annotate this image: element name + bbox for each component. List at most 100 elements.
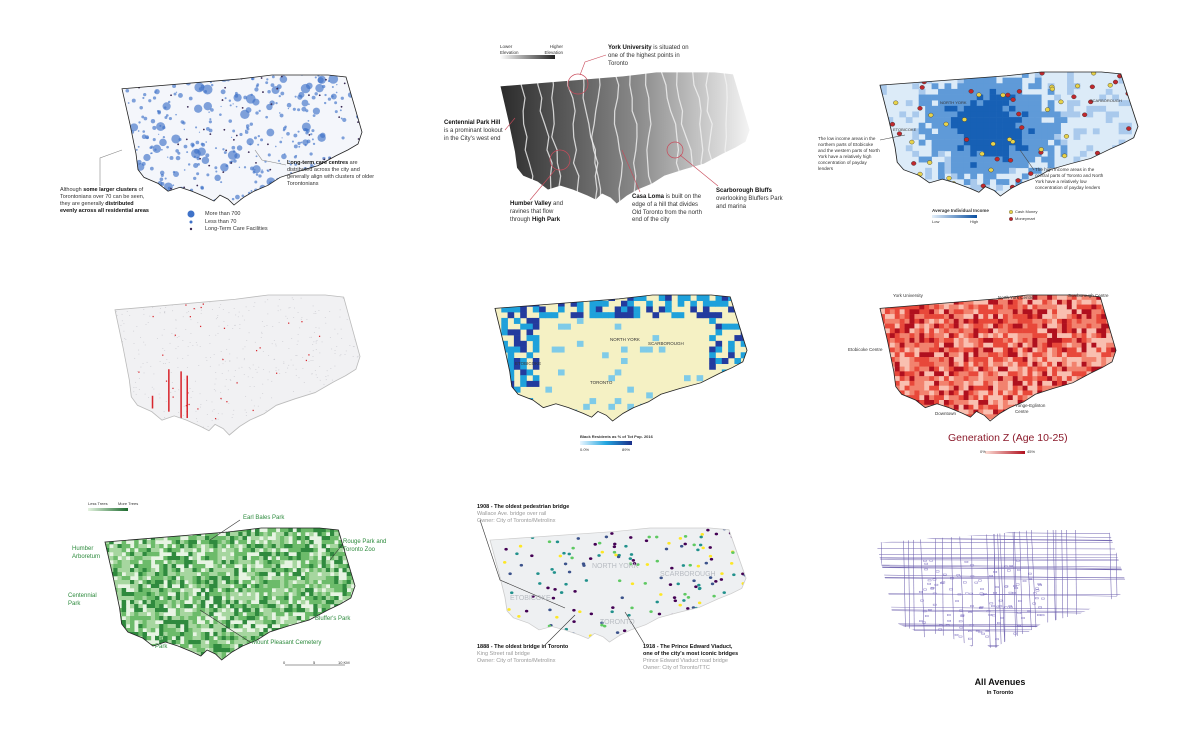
area <box>209 556 214 561</box>
area <box>121 652 127 657</box>
area <box>919 333 925 339</box>
cluster-dot <box>160 148 163 151</box>
area <box>993 376 999 382</box>
area <box>1047 414 1053 420</box>
speck <box>308 361 310 363</box>
area <box>958 295 964 301</box>
speck <box>253 306 255 307</box>
area <box>263 564 268 569</box>
cluster-dot <box>260 170 264 174</box>
area <box>1086 328 1092 334</box>
area <box>909 347 915 353</box>
area <box>943 380 950 386</box>
area <box>1027 295 1033 301</box>
area <box>330 568 335 573</box>
area <box>1022 385 1028 391</box>
area <box>209 644 214 649</box>
speck <box>159 308 161 309</box>
area <box>134 648 139 653</box>
area <box>929 419 935 422</box>
area <box>740 380 747 387</box>
red-spot <box>189 316 191 318</box>
red-strip <box>151 395 154 409</box>
bridge-dot <box>694 585 698 589</box>
area <box>1007 318 1014 324</box>
bridge-dot <box>722 591 726 595</box>
lender <box>1126 126 1132 131</box>
cluster-dot <box>160 202 164 206</box>
area <box>914 347 920 353</box>
area <box>338 584 343 589</box>
avenue-block <box>920 599 924 602</box>
area <box>267 600 272 605</box>
speck <box>227 325 229 327</box>
area <box>880 295 886 301</box>
area <box>205 568 210 573</box>
area <box>1066 419 1073 422</box>
area <box>1071 337 1077 344</box>
area <box>138 568 143 573</box>
area <box>1081 347 1087 353</box>
area <box>217 540 222 545</box>
area <box>246 588 252 593</box>
area <box>957 167 965 174</box>
area <box>188 552 193 557</box>
area <box>234 624 239 629</box>
area <box>180 544 185 549</box>
area <box>1047 304 1053 310</box>
area <box>958 385 964 391</box>
facility-dot <box>260 77 263 79</box>
area <box>993 352 999 358</box>
area <box>532 415 540 422</box>
area <box>526 329 534 336</box>
area <box>259 572 264 577</box>
area <box>1057 357 1063 363</box>
facility-dot <box>170 94 172 97</box>
area <box>138 608 143 613</box>
area <box>944 117 952 124</box>
area <box>1047 156 1055 163</box>
area <box>300 564 306 569</box>
area <box>1106 347 1112 353</box>
area <box>259 592 264 597</box>
area <box>317 624 322 629</box>
speck <box>351 302 353 304</box>
area <box>934 295 940 301</box>
avenue-block <box>932 592 937 595</box>
cluster-dot <box>183 169 186 171</box>
area <box>944 105 952 112</box>
area <box>1037 371 1043 377</box>
area <box>271 656 277 660</box>
area <box>934 376 940 382</box>
bridge-dot <box>616 555 621 559</box>
area <box>1057 337 1063 344</box>
cluster-dot <box>219 113 222 116</box>
cluster-dot <box>312 142 316 146</box>
area <box>1091 404 1097 410</box>
area <box>142 580 147 585</box>
cluster-dot <box>122 141 126 148</box>
area <box>221 620 227 625</box>
area <box>963 309 969 315</box>
area <box>905 72 913 78</box>
area <box>284 632 289 637</box>
cluster-dot <box>152 144 162 154</box>
area <box>292 656 297 660</box>
area <box>1041 139 1049 146</box>
area <box>943 299 950 305</box>
cluster-dot <box>253 136 257 140</box>
area <box>225 648 231 653</box>
area <box>1073 128 1081 135</box>
area <box>188 548 193 553</box>
area <box>1012 361 1018 367</box>
speck <box>117 364 119 366</box>
area <box>1002 122 1010 129</box>
cluster-dot <box>276 189 280 193</box>
avenue <box>876 548 1126 550</box>
speck <box>164 363 166 364</box>
area <box>309 612 314 617</box>
area <box>589 306 597 313</box>
avenue-block <box>1017 625 1022 627</box>
area <box>929 400 935 406</box>
area <box>1028 100 1036 107</box>
